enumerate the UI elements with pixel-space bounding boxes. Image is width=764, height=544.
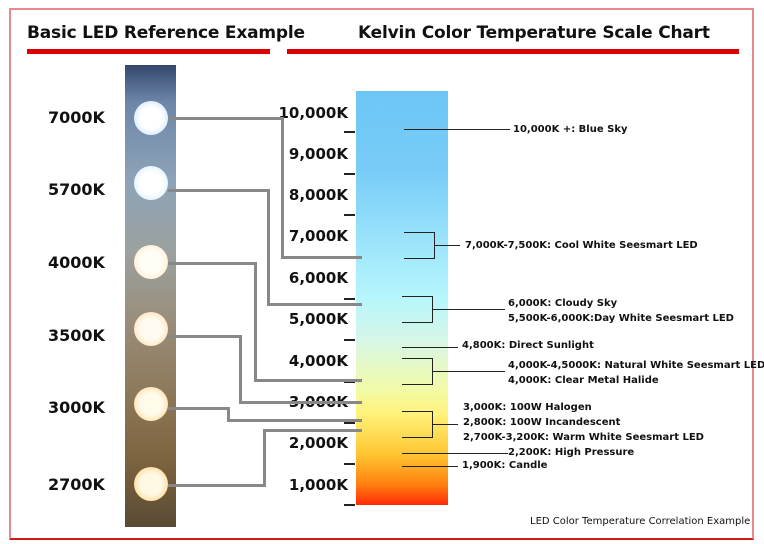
left-header-bar: [27, 49, 270, 54]
annotation-candle: 1,900K: Candle: [462, 460, 548, 471]
annotation-metal-halide: 4,000K: Clear Metal Halide: [508, 375, 659, 386]
axis-label-7000k: 7,000K: [288, 227, 348, 245]
annotation-high-pressure: 2,200K: High Pressure: [508, 447, 635, 458]
axis-label-2000k: 2,000K: [288, 434, 348, 452]
annotation-day-white: 5,500K-6,000K:Day White Seesmart LED: [508, 313, 734, 324]
diagram-frame: [9, 8, 754, 540]
led-3000k: [134, 387, 168, 421]
right-header-bar: [287, 49, 739, 54]
axis-label-5000k: 5,000K: [288, 310, 348, 328]
axis-tick: [344, 339, 355, 341]
annotation-incandescent: 2,800K: 100W Incandescent: [463, 417, 621, 428]
axis-tick: [344, 214, 355, 216]
axis-tick: [344, 422, 355, 424]
annotation-halogen: 3,000K: 100W Halogen: [463, 402, 592, 413]
axis-label-8000k: 8,000K: [288, 186, 348, 204]
led-label-7000k: 7000K: [48, 108, 105, 127]
right-header: Kelvin Color Temperature Scale Chart: [358, 23, 710, 43]
annotation-cool-white: 7,000K-7,500K: Cool White Seesmart LED: [465, 240, 698, 251]
led-3500k: [134, 312, 168, 346]
axis-tick: [344, 298, 355, 300]
annotation-blue-sky: 10,000K +: Blue Sky: [513, 124, 628, 135]
led-7000k: [134, 101, 168, 135]
axis-tick: [344, 463, 355, 465]
caption: LED Color Temperature Correlation Exampl…: [530, 516, 751, 527]
led-label-2700k: 2700K: [48, 475, 105, 494]
led-strip-photo: [125, 65, 176, 527]
axis-label-1000k: 1,000K: [288, 476, 348, 494]
axis-tick: [344, 504, 355, 506]
annotation-cloudy-sky: 6,000K: Cloudy Sky: [508, 298, 618, 309]
led-label-3000k: 3000K: [48, 398, 105, 417]
axis-label-9000k: 9,000K: [288, 145, 348, 163]
axis-label-10000k: 10,000K: [278, 104, 348, 122]
axis-tick: [344, 131, 355, 133]
annotation-warm-white: 2,700K-3,200K: Warm White Seesmart LED: [463, 432, 704, 443]
axis-label-6000k: 6,000K: [288, 269, 348, 287]
axis-tick: [344, 173, 355, 175]
axis-tick: [344, 381, 355, 383]
left-header: Basic LED Reference Example: [27, 23, 305, 43]
led-label-5700k: 5700K: [48, 180, 105, 199]
led-4000k: [134, 245, 168, 279]
axis-label-4000k: 4,000K: [288, 352, 348, 370]
led-label-3500k: 3500K: [48, 326, 105, 345]
kelvin-gradient-bar: [356, 91, 448, 505]
annotation-direct-sunlight: 4,800K: Direct Sunlight: [462, 340, 594, 351]
led-2700k: [134, 467, 168, 501]
annotation-natural-white: 4,000K-4,5000K: Natural White Seesmart L…: [508, 360, 764, 371]
led-5700k: [134, 166, 168, 200]
led-label-4000k: 4000K: [48, 253, 105, 272]
